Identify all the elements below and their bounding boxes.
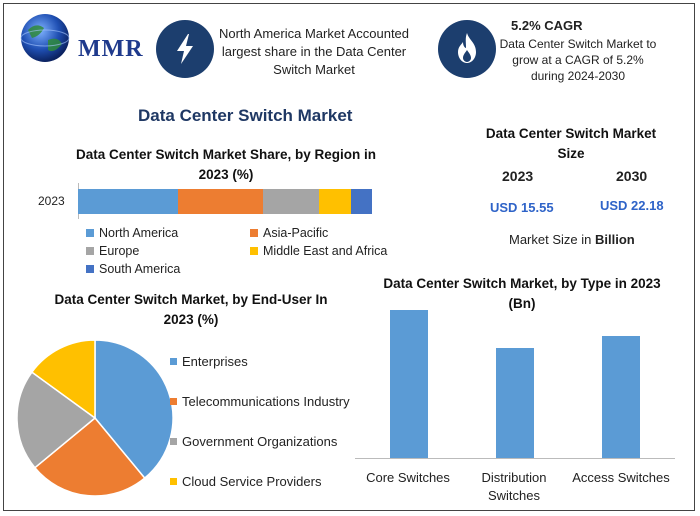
legend-swatch [250,247,258,255]
type-chart-axis [355,458,675,459]
lightning-icon [177,34,193,64]
region-segment-europe [263,189,320,214]
infographic-frame [3,3,695,511]
main-title: Data Center Switch Market [138,106,353,125]
type-bar-distribution-switches [496,348,534,458]
enduser-chart-title: Data Center Switch Market, by End-User I… [54,292,328,327]
market-size-note: Market Size in Billion [509,232,635,247]
legend-label: Enterprises [182,354,248,369]
legend-mea: Middle East and Africa [250,244,387,258]
pie-slice-enterprises [94,339,174,480]
legend-label: South America [99,262,181,276]
legend-swatch [86,229,94,237]
market-size-title: Data Center Switch Market Size [485,126,657,161]
legend-swatch [86,265,94,273]
enduser-pie-chart [16,339,174,497]
flame-icon [458,33,476,63]
region-stacked-bar [78,189,372,214]
legend-north-america: North America [86,226,178,240]
type-category-label: Core Switches [366,470,450,485]
pie-slice-government-organizations [16,371,97,469]
market-size-value-2030: USD 22.18 [600,198,664,213]
legend-label: Asia-Pacific [263,226,329,240]
legend-swatch [170,438,177,445]
north-america-note: North America Market Accounted largest s… [218,26,410,77]
market-size-unit: Billion [594,232,635,247]
pie-legend-government: Government Organizations [170,434,337,449]
legend-swatch [170,478,177,485]
legend-swatch [170,358,177,365]
legend-asia-pacific: Asia-Pacific [250,226,328,240]
type-bar-access-switches [602,336,640,458]
type-category-label: Access Switches [572,470,670,485]
flame-badge [438,20,496,78]
region-chart-title: Data Center Switch Market Share, by Regi… [75,147,377,182]
legend-label: Telecommunications Industry [182,394,350,409]
legend-south-america: South America [86,262,180,276]
pie-slice-telecommunications-industry [33,416,146,497]
market-size-value-2023: USD 15.55 [490,200,554,215]
region-segment-south-america [351,189,372,214]
market-size-note-prefix: Market Size in [509,232,595,247]
globe-logo-icon [20,14,70,62]
pie-legend-cloud: Cloud Service Providers [170,474,321,489]
legend-label: Cloud Service Providers [182,474,322,489]
type-chart-title: Data Center Switch Market, by Type in 20… [383,276,661,311]
pie-slice-cloud-service-providers [30,339,96,420]
legend-europe: Europe [86,244,139,258]
market-size-year-2023: 2023 [502,168,534,184]
cagr-text: Data Center Switch Market to grow at a C… [499,37,657,83]
mmr-logo: MMR [14,10,144,66]
legend-label: Europe [99,244,140,258]
legend-swatch [170,398,177,405]
market-size-year-2030: 2030 [616,168,648,184]
cagr-title: 5.2% CAGR [511,18,583,33]
type-bar-core-switches [390,309,428,458]
region-segment-middle-east-and-africa [319,189,352,214]
lightning-badge [156,20,214,78]
brand-name: MMR [78,36,144,62]
legend-swatch [250,229,258,237]
pie-legend-telecom: Telecommunications Industry [170,394,350,409]
region-row-label: 2023 [38,194,65,208]
legend-label: North America [99,226,179,240]
region-segment-asia-pacific [177,189,264,214]
legend-label: Middle East and Africa [263,244,388,258]
pie-legend-enterprises: Enterprises [170,354,248,369]
region-segment-north-america [78,189,178,214]
legend-label: Government Organizations [182,434,338,449]
type-category-label: Distribution Switches [481,470,547,503]
legend-swatch [86,247,94,255]
